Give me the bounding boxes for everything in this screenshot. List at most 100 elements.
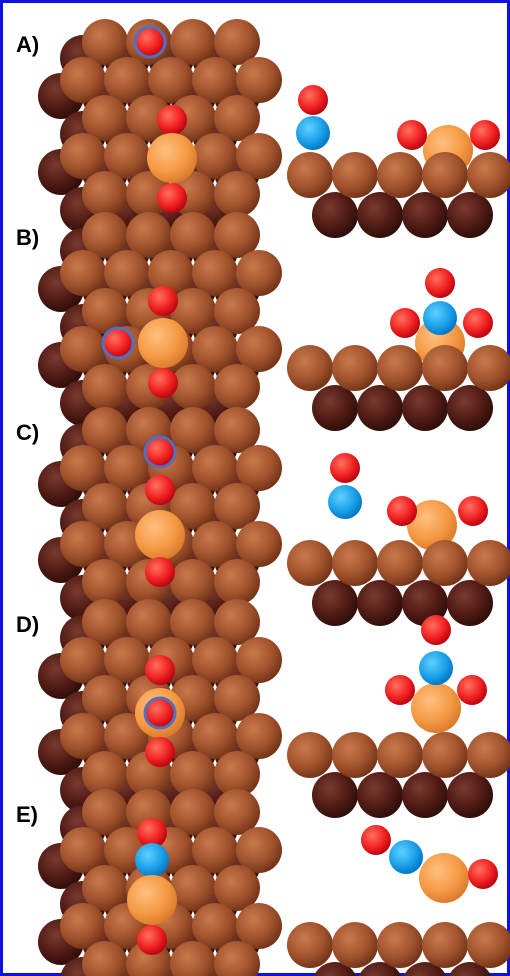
atom <box>214 288 260 334</box>
atom <box>332 732 378 778</box>
atom <box>389 840 423 874</box>
atom <box>101 326 135 360</box>
atom <box>145 737 175 767</box>
atom <box>332 345 378 391</box>
atom <box>82 364 128 410</box>
atom <box>192 133 238 179</box>
atom <box>170 19 216 65</box>
atom <box>148 368 178 398</box>
atom <box>60 133 106 179</box>
atom <box>192 521 238 567</box>
atom <box>60 903 106 949</box>
atom <box>419 651 453 685</box>
atom <box>60 326 106 372</box>
atom <box>332 922 378 968</box>
atom <box>447 772 493 818</box>
atom <box>467 922 510 968</box>
atom <box>170 407 216 453</box>
atom <box>126 212 172 258</box>
atom <box>214 559 260 605</box>
atom <box>422 922 468 968</box>
atom <box>387 496 417 526</box>
atom <box>287 922 333 968</box>
atom <box>236 521 282 567</box>
atom <box>357 580 403 626</box>
atom <box>126 599 172 645</box>
atom <box>157 105 187 135</box>
atom <box>104 57 150 103</box>
atom <box>423 301 457 335</box>
atom <box>82 865 128 911</box>
atom <box>419 853 469 903</box>
atom <box>82 599 128 645</box>
atom <box>60 445 106 491</box>
atom <box>82 483 128 529</box>
atom <box>214 364 260 410</box>
atom <box>458 496 488 526</box>
atom <box>357 385 403 431</box>
atom <box>104 445 150 491</box>
atom <box>60 637 106 683</box>
atom <box>236 637 282 683</box>
panel-label: C) <box>16 420 39 445</box>
atom <box>332 540 378 586</box>
atom <box>407 500 457 550</box>
atom <box>104 133 150 179</box>
atom <box>312 580 358 626</box>
atom <box>390 308 420 338</box>
atom <box>214 171 260 217</box>
atom <box>145 475 175 505</box>
atom <box>192 445 238 491</box>
atom <box>214 941 260 976</box>
atom <box>236 827 282 873</box>
atom <box>214 865 260 911</box>
atom <box>137 818 167 848</box>
atom <box>457 675 487 705</box>
atom <box>236 250 282 296</box>
atom <box>214 95 260 141</box>
atom <box>60 713 106 759</box>
atom <box>82 19 128 65</box>
atom <box>60 827 106 873</box>
atom <box>192 827 238 873</box>
atom <box>236 57 282 103</box>
atom <box>214 483 260 529</box>
atom <box>425 268 455 298</box>
atom <box>397 120 427 150</box>
atom <box>214 751 260 797</box>
atom <box>463 308 493 338</box>
atom <box>402 772 448 818</box>
atom <box>421 615 451 645</box>
atom <box>377 345 423 391</box>
atom <box>357 772 403 818</box>
atom <box>467 540 510 586</box>
atom <box>82 95 128 141</box>
atom <box>148 57 194 103</box>
atom <box>312 192 358 238</box>
atom <box>192 326 238 372</box>
atom <box>82 212 128 258</box>
atom <box>82 751 128 797</box>
atom <box>192 903 238 949</box>
atom <box>312 385 358 431</box>
labels: A) B) C) D) E) <box>16 32 39 827</box>
atom <box>82 171 128 217</box>
atom <box>467 152 510 198</box>
atom <box>170 751 216 797</box>
atom <box>143 435 177 469</box>
atom <box>296 116 330 150</box>
atom <box>137 925 167 955</box>
atom <box>385 675 415 705</box>
atom <box>377 732 423 778</box>
atom <box>422 540 468 586</box>
atom <box>143 696 177 730</box>
atom <box>377 540 423 586</box>
atom <box>192 713 238 759</box>
atom <box>447 192 493 238</box>
atom <box>422 345 468 391</box>
atom <box>148 250 194 296</box>
atom <box>104 637 150 683</box>
atom <box>236 326 282 372</box>
atom <box>470 120 500 150</box>
